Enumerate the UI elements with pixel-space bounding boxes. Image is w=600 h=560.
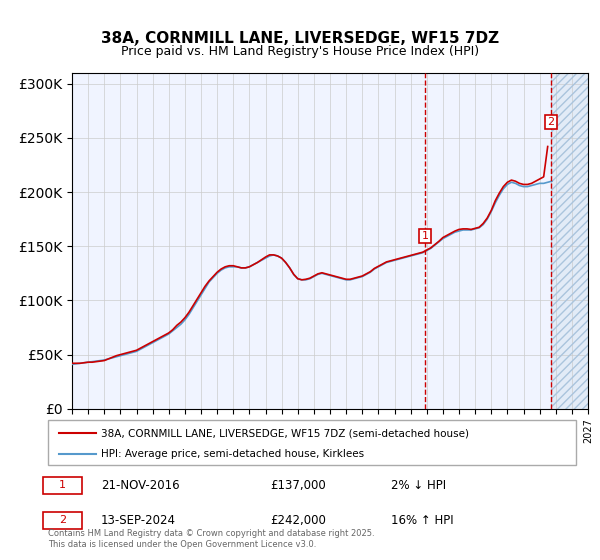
- 38A, CORNMILL LANE, LIVERSEDGE, WF15 7DZ (semi-detached house): [347, 276, 354, 283]
- 38A, CORNMILL LANE, LIVERSEDGE, WF15 7DZ (semi-detached house): [415, 250, 422, 256]
- 38A, CORNMILL LANE, LIVERSEDGE, WF15 7DZ (semi-detached house): [451, 228, 458, 235]
- Text: 1: 1: [422, 231, 428, 241]
- HPI: Average price, semi-detached house, Kirklees: (2.02e+03, 2.1e+05): Average price, semi-detached house, Kirk…: [548, 178, 556, 185]
- Line: HPI: Average price, semi-detached house, Kirklees: HPI: Average price, semi-detached house,…: [72, 181, 552, 365]
- Text: 2: 2: [59, 515, 66, 525]
- HPI: Average price, semi-detached house, Kirklees: (2.01e+03, 1.21e+05): Average price, semi-detached house, Kirk…: [334, 274, 341, 281]
- HPI: Average price, semi-detached house, Kirklees: (2e+03, 4.1e+04): Average price, semi-detached house, Kirk…: [68, 361, 76, 368]
- 38A, CORNMILL LANE, LIVERSEDGE, WF15 7DZ (semi-detached house): [218, 265, 225, 272]
- Line: 38A, CORNMILL LANE, LIVERSEDGE, WF15 7DZ (semi-detached house): 38A, CORNMILL LANE, LIVERSEDGE, WF15 7DZ…: [72, 147, 548, 363]
- Text: 2% ↓ HPI: 2% ↓ HPI: [391, 479, 446, 492]
- Text: £242,000: £242,000: [270, 514, 326, 526]
- Text: 16% ↑ HPI: 16% ↑ HPI: [391, 514, 454, 526]
- HPI: Average price, semi-detached house, Kirklees: (2e+03, 1.05e+05): Average price, semi-detached house, Kirk…: [197, 292, 205, 298]
- Text: 38A, CORNMILL LANE, LIVERSEDGE, WF15 7DZ: 38A, CORNMILL LANE, LIVERSEDGE, WF15 7DZ: [101, 31, 499, 46]
- FancyBboxPatch shape: [43, 477, 82, 494]
- 38A, CORNMILL LANE, LIVERSEDGE, WF15 7DZ (semi-detached house): [165, 330, 172, 337]
- HPI: Average price, semi-detached house, Kirklees: (2e+03, 7.2e+04): Average price, semi-detached house, Kirk…: [169, 328, 176, 334]
- FancyBboxPatch shape: [48, 420, 576, 465]
- Text: 38A, CORNMILL LANE, LIVERSEDGE, WF15 7DZ (semi-detached house): 38A, CORNMILL LANE, LIVERSEDGE, WF15 7DZ…: [101, 428, 469, 438]
- Text: £137,000: £137,000: [270, 479, 326, 492]
- Bar: [551, 73, 588, 409]
- 38A, CORNMILL LANE, LIVERSEDGE, WF15 7DZ (semi-detached house): [476, 224, 483, 231]
- Text: Price paid vs. HM Land Registry's House Price Index (HPI): Price paid vs. HM Land Registry's House …: [121, 45, 479, 58]
- Text: 21-NOV-2016: 21-NOV-2016: [101, 479, 179, 492]
- Bar: [551, 73, 588, 409]
- Text: Contains HM Land Registry data © Crown copyright and database right 2025.
This d: Contains HM Land Registry data © Crown c…: [48, 529, 374, 549]
- HPI: Average price, semi-detached house, Kirklees: (2.02e+03, 1.39e+05): Average price, semi-detached house, Kirk…: [399, 255, 406, 262]
- 38A, CORNMILL LANE, LIVERSEDGE, WF15 7DZ (semi-detached house): [544, 143, 551, 150]
- 38A, CORNMILL LANE, LIVERSEDGE, WF15 7DZ (semi-detached house): [68, 360, 76, 367]
- Text: 2: 2: [547, 117, 554, 127]
- HPI: Average price, semi-detached house, Kirklees: (2.02e+03, 2.07e+05): Average price, semi-detached house, Kirk…: [532, 181, 539, 188]
- Text: HPI: Average price, semi-detached house, Kirklees: HPI: Average price, semi-detached house,…: [101, 449, 364, 459]
- Text: 1: 1: [59, 480, 66, 490]
- HPI: Average price, semi-detached house, Kirklees: (2.02e+03, 1.61e+05): Average price, semi-detached house, Kirk…: [448, 231, 455, 237]
- FancyBboxPatch shape: [43, 512, 82, 529]
- Text: 13-SEP-2024: 13-SEP-2024: [101, 514, 176, 526]
